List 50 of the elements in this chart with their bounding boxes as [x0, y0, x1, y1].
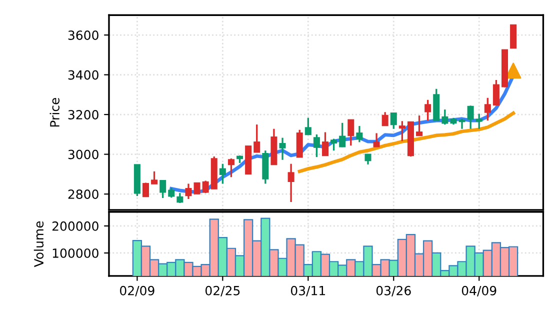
x-tick-label: 03/11	[290, 286, 325, 296]
candlestick	[373, 132, 380, 148]
candlestick	[228, 158, 234, 178]
y-axis-title: Volume	[34, 221, 44, 268]
candlestick	[339, 122, 346, 148]
candlestick	[194, 182, 200, 194]
y-tick-label: 200000	[52, 221, 98, 231]
y-tick-label: 3000	[68, 150, 98, 160]
candlestick	[348, 119, 354, 146]
y-tick-label: 3400	[68, 70, 98, 80]
candlestick	[467, 104, 474, 130]
line-series	[298, 111, 516, 174]
y-axis-title: Price	[50, 98, 60, 127]
candlestick	[304, 117, 312, 136]
candlestick	[390, 112, 397, 130]
candlestick	[185, 182, 192, 200]
candlestick	[288, 162, 294, 203]
candlestick	[424, 98, 432, 122]
candlestick	[364, 154, 372, 166]
candlestick	[142, 182, 149, 198]
candlestick	[330, 138, 338, 152]
candlestick	[279, 136, 286, 161]
candlestick	[219, 162, 226, 185]
candlestick	[398, 120, 406, 142]
x-tick-label: 02/09	[120, 286, 154, 296]
candlestick	[176, 192, 184, 204]
candlestick	[442, 108, 448, 126]
candlestick	[151, 170, 158, 185]
candlestick	[484, 96, 491, 122]
candlestick	[254, 124, 260, 153]
candlestick	[202, 180, 209, 194]
candlestick	[296, 129, 303, 158]
candlestick	[322, 131, 328, 156]
y-tick-label: 2800	[68, 190, 98, 199]
x-tick-label: 03/26	[376, 286, 411, 296]
candlestick	[160, 180, 166, 199]
y-tick-label: 3200	[68, 110, 98, 120]
candlestick	[382, 111, 388, 126]
candlestick	[416, 114, 423, 136]
candlestick	[356, 125, 363, 143]
candlestick	[313, 134, 320, 158]
candlestick	[168, 186, 175, 198]
candlestick	[510, 24, 517, 49]
candlestick	[458, 118, 466, 130]
candlestick	[492, 79, 500, 106]
x-tick-label: 02/25	[205, 286, 240, 296]
candlestick	[476, 113, 482, 130]
x-tick-label: 04/09	[462, 286, 496, 296]
y-tick-label: 3600	[68, 30, 98, 40]
y-tick-label: 100000	[52, 248, 98, 258]
